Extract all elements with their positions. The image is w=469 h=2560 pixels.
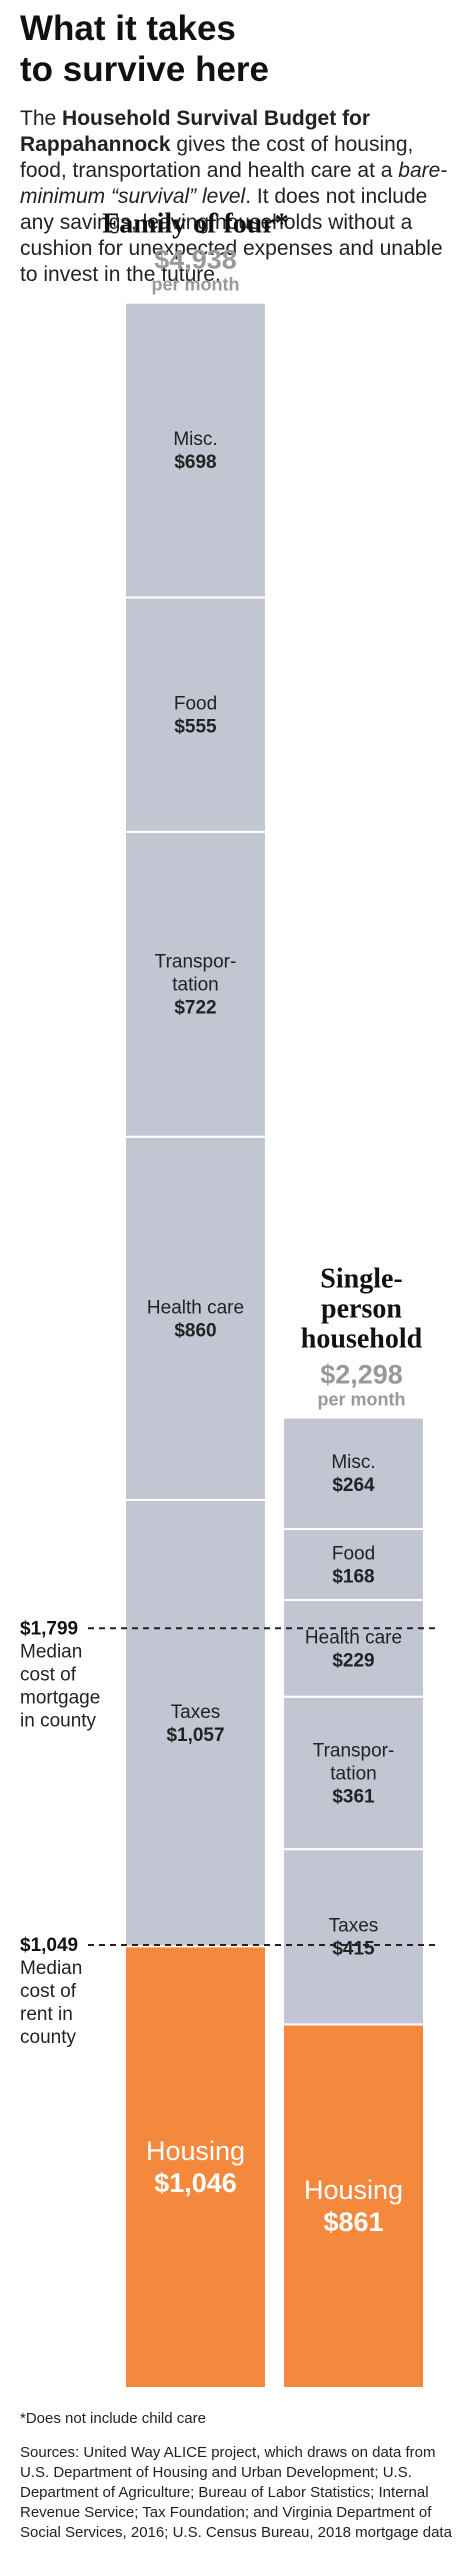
single-housing-bar <box>282 2023 425 2389</box>
headline: What it takes to survive here <box>20 8 460 90</box>
intro-budget-name: Household Survival Budget for Rappahanno… <box>20 107 371 156</box>
single-housing-value: $861 <box>323 2207 383 2237</box>
intro-text: The Household Survival Budget for Rappah… <box>20 106 455 288</box>
family-transpor-tation-label: Transpor- <box>155 952 237 973</box>
single-food-bar <box>282 1528 425 1601</box>
family-transpor-tation-bar <box>124 830 267 1138</box>
ref-line-caption-0: Median <box>20 1641 82 1662</box>
sources-note: Sources: United Way ALICE project, which… <box>20 2444 452 2541</box>
single-column-title: Single- <box>320 1264 402 1295</box>
headline-line-2: to survive here <box>20 50 269 89</box>
single-transpor-tation-label: Transpor- <box>313 1740 395 1761</box>
intro-survival-level: bare-minimum “survival” level <box>20 159 448 208</box>
family-food-label: Food <box>174 694 217 715</box>
family-health-care-bar <box>124 1135 267 1501</box>
intro-part-3: . It does not include any savings, leavi… <box>20 185 443 286</box>
single-per-month-label: per month <box>318 1390 406 1410</box>
family-misc--label: Misc. <box>173 429 217 450</box>
family-taxes-value: $1,057 <box>166 1725 224 1746</box>
family-transpor-tation-value: $722 <box>174 998 216 1019</box>
family-column-title: Family of four* <box>102 209 289 240</box>
single-transpor-tation-label: tation <box>330 1763 376 1784</box>
family-housing-bar <box>124 1945 267 2389</box>
intro-part-2: gives the cost of housing, food, transpo… <box>20 133 414 182</box>
single-taxes-label: Taxes <box>329 1916 379 1937</box>
family-transpor-tation-label: tation <box>172 975 218 996</box>
single-food-value: $168 <box>332 1566 374 1587</box>
family-total-label: $4,938 <box>154 245 237 275</box>
single-misc--label: Misc. <box>331 1452 375 1473</box>
family-taxes-bar <box>124 1498 267 1948</box>
single-taxes-value: $415 <box>332 1939 375 1960</box>
ref-line-caption-0: cost of <box>20 1664 77 1685</box>
single-total-label: $2,298 <box>320 1360 403 1390</box>
single-taxes-bar <box>282 1848 425 2026</box>
ref-line-value-0: $1,799 <box>20 1618 78 1639</box>
single-transpor-tation-bar <box>282 1695 425 1851</box>
ref-line-caption-1: county <box>20 2027 76 2048</box>
single-housing-label: Housing <box>304 2175 403 2205</box>
family-food-bar <box>124 596 267 833</box>
family-housing-label: Housing <box>146 2136 245 2166</box>
headline-line-1: What it takes <box>20 9 236 48</box>
single-transpor-tation-value: $361 <box>332 1786 375 1807</box>
single-misc--bar <box>282 1416 425 1531</box>
family-misc--value: $698 <box>174 452 216 473</box>
family-taxes-label: Taxes <box>171 1702 221 1723</box>
ref-line-value-1: $1,049 <box>20 1935 78 1956</box>
ref-line-caption-1: rent in <box>20 2004 73 2025</box>
family-health-care-label: Health care <box>147 1297 244 1318</box>
family-health-care-value: $860 <box>174 1320 216 1341</box>
single-health-care-bar <box>282 1598 425 1698</box>
ref-line-caption-1: cost of <box>20 1981 77 2002</box>
single-health-care-value: $229 <box>332 1650 374 1671</box>
intro-part-1: The <box>20 107 63 130</box>
family-housing-value: $1,046 <box>154 2168 237 2198</box>
family-misc--bar <box>124 301 267 599</box>
footnote: *Does not include child care <box>20 2410 206 2427</box>
family-food-value: $555 <box>174 717 217 738</box>
single-misc--value: $264 <box>332 1475 375 1496</box>
single-column-title: household <box>301 1324 423 1355</box>
ref-line-caption-1: Median <box>20 1958 82 1979</box>
single-column-title: person <box>321 1294 402 1325</box>
single-food-label: Food <box>332 1543 375 1564</box>
single-health-care-label: Health care <box>305 1627 402 1648</box>
ref-line-caption-0: mortgage <box>20 1687 100 1708</box>
family-per-month-label: per month <box>152 275 240 295</box>
ref-line-caption-0: in county <box>20 1710 97 1731</box>
